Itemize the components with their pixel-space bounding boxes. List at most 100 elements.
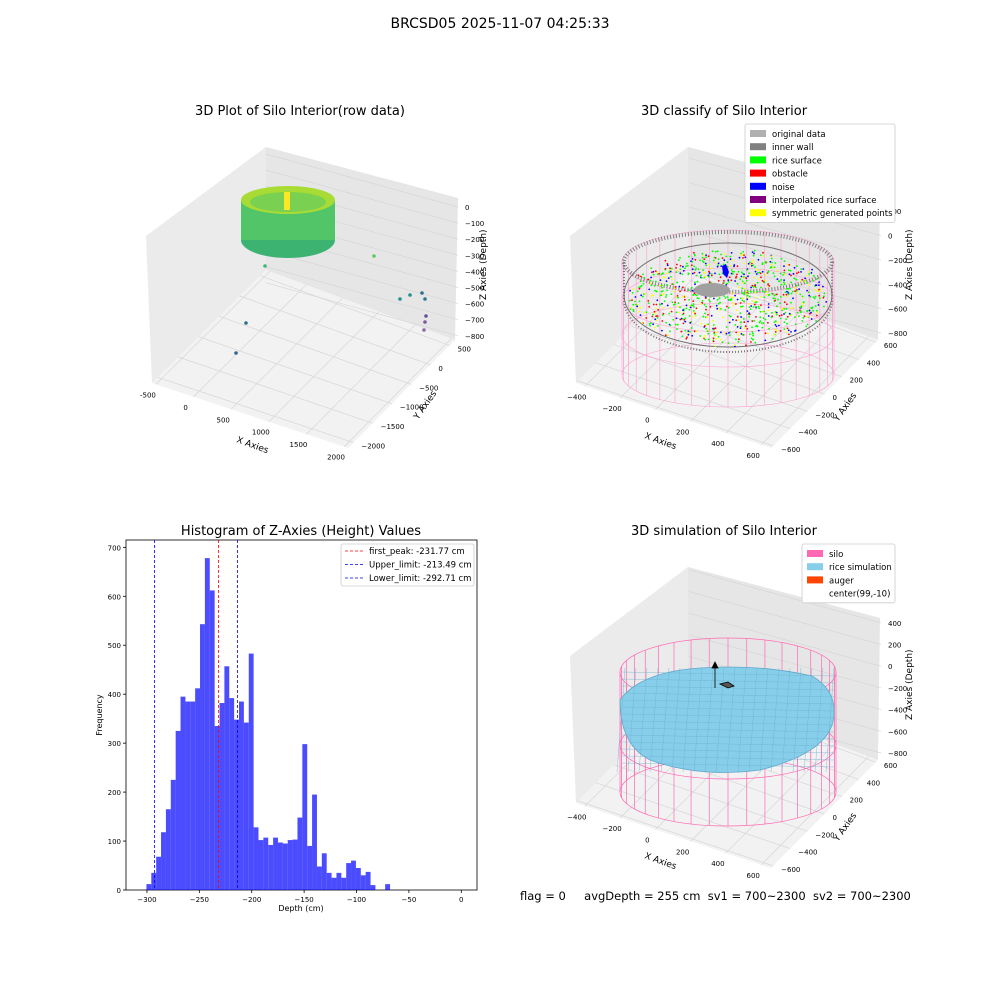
y-tick-label: 200: [850, 797, 863, 805]
legend-swatch: [750, 156, 766, 164]
outlier-point: [423, 320, 427, 324]
histogram-bar: [175, 730, 181, 890]
outlier-point: [234, 351, 238, 355]
histogram-bar: [370, 885, 376, 890]
plot1-cylinder: [241, 186, 335, 258]
histogram-bar: [307, 845, 313, 890]
histogram-ylabel: Frequency: [95, 694, 104, 736]
y-tick-label: −400: [798, 849, 817, 857]
z-tick-label: −700: [465, 317, 484, 325]
plot4-auger: [711, 661, 735, 689]
x-tick-label: −200: [602, 825, 621, 833]
legend-label: inner wall: [772, 143, 813, 153]
y-tick-label: 0: [438, 365, 442, 373]
y-tick-label: 600: [884, 762, 897, 770]
legend-swatch: [750, 130, 766, 137]
y-tick-label: 400: [108, 691, 121, 699]
legend-swatch: [750, 169, 766, 177]
legend-swatch: [807, 576, 823, 584]
outlier-point: [423, 297, 427, 301]
y-tick-label: 0: [833, 814, 837, 822]
y-tick-label: 700: [108, 544, 121, 552]
outlier-point: [422, 328, 426, 332]
histogram-bar: [287, 840, 293, 890]
histogram-bar: [180, 696, 186, 890]
noise-cluster: [722, 264, 729, 278]
legend-label: symmetric generated points: [772, 209, 893, 219]
x-tick-label: −50: [402, 896, 417, 904]
x-tick-label: 0: [645, 417, 649, 425]
histogram-bar: [234, 719, 240, 890]
x-tick-label: 0: [183, 404, 187, 412]
histogram-bar: [312, 794, 317, 890]
outlier-point: [244, 321, 248, 325]
histogram-bar: [151, 872, 157, 890]
plot4-rice-simulation: [616, 666, 835, 773]
outlier-point: [398, 297, 402, 301]
x-tick-label: −400: [567, 393, 586, 401]
histogram-bar: [243, 722, 249, 890]
x-tick-label: 1000: [252, 429, 270, 437]
x-tick-label: -500: [140, 391, 156, 399]
z-tick-label: 0: [465, 204, 469, 212]
z-tick-label: −400: [888, 707, 907, 715]
y-tick-label: 500: [458, 345, 471, 353]
legend-swatch: [750, 196, 766, 203]
histogram-bar: [248, 653, 254, 890]
histogram-bar: [224, 666, 230, 890]
flag-text: flag = 0: [520, 889, 566, 903]
outlier-point: [372, 254, 376, 258]
histogram-bar: [170, 779, 176, 890]
z-tick-label: −300: [465, 252, 484, 260]
z-tick-label: −800: [888, 750, 907, 758]
histogram-bar: [336, 872, 342, 890]
histogram-bar: [165, 809, 171, 890]
plot2-original-data: [694, 283, 730, 297]
histogram-bar: [161, 832, 166, 890]
plot4-3d-axes: −400 −200 0 200 400 600 600 400 200 0 −200 −400 −600…: [567, 543, 915, 880]
outlier-point: [263, 264, 267, 268]
histogram-axes: −300 −250 −200 −150 −100 −50 0 0 100 200 300 400 500…: [95, 539, 478, 913]
x-tick-label: −200: [242, 896, 261, 904]
outlier-point: [408, 293, 412, 297]
plot1-zlabel: Z Axies (Depth): [479, 229, 489, 300]
histogram-bar: [346, 863, 352, 890]
histogram-bar: [185, 701, 191, 890]
histogram-bar: [204, 558, 210, 890]
legend-swatch: [750, 143, 766, 151]
plot2-legend: original data inner wall rice surface obsta…: [744, 123, 896, 223]
x-tick-label: 200: [676, 848, 689, 856]
y-tick-label: 0: [833, 394, 837, 402]
x-tick-label: 2000: [327, 454, 345, 462]
histogram-bar: [268, 844, 274, 890]
histogram-bar: [209, 590, 215, 890]
histogram-bar: [341, 877, 347, 890]
plot2-silo-cylinder: [621, 229, 835, 408]
z-tick-label: −600: [888, 728, 907, 736]
histogram-bar: [316, 866, 322, 890]
z-tick-label: 200: [888, 642, 901, 650]
y-tick-label: −200: [815, 411, 834, 419]
x-tick-label: −150: [295, 896, 314, 904]
histogram-bar: [263, 837, 269, 890]
plot2-title: 3D classify of Silo Interior: [640, 104, 808, 119]
histogram-bar: [277, 842, 283, 890]
sv1-text: sv1 = 700~2300: [707, 889, 806, 903]
plot4-xlabel: X Axies: [643, 851, 678, 872]
legend-swatch: [807, 589, 823, 597]
legend-label: center(99,-10): [829, 590, 890, 600]
x-tick-label: 0: [459, 896, 463, 904]
histogram-title: Histogram of Z-Axies (Height) Values: [180, 524, 422, 539]
y-tick-label: 300: [108, 740, 121, 748]
y-tick-label: −600: [781, 446, 800, 454]
z-tick-label: −500: [465, 285, 484, 293]
histogram-bar: [355, 867, 361, 890]
legend-swatch: [807, 550, 823, 557]
y-tick-label: 600: [108, 593, 121, 601]
histogram-bar: [156, 856, 162, 890]
sv2-text: sv2 = 700~2300: [812, 889, 911, 903]
legend-label: rice surface: [772, 156, 822, 166]
x-tick-label: 600: [747, 872, 760, 880]
x-tick-label: 1500: [290, 441, 308, 449]
